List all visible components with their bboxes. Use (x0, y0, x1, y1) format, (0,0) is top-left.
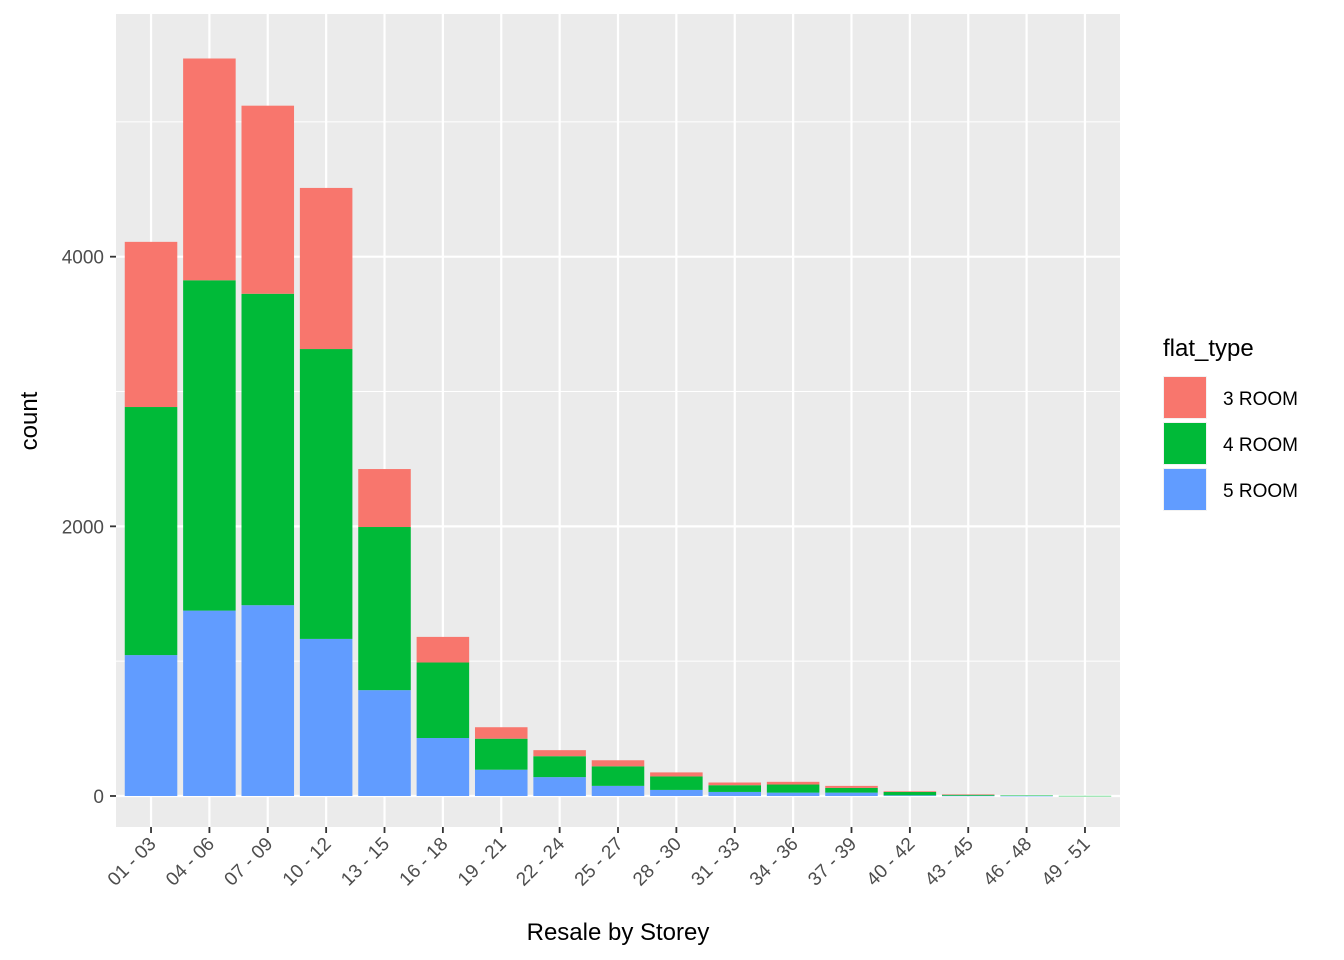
bar-4-room (533, 756, 586, 778)
bar-3-room (941, 794, 995, 795)
x-tick-label: 13 - 15 (337, 834, 394, 891)
bar-5-room (941, 795, 995, 797)
bar-5-room (1000, 795, 1053, 797)
bar-4-room (825, 787, 878, 793)
legend: flat_type 3 ROOM 4 ROOM 5 ROOM (1163, 335, 1298, 511)
y-tick-label: 2000 (62, 517, 104, 538)
x-tick-label: 34 - 36 (746, 834, 803, 891)
bar-4-room (183, 280, 236, 611)
bar-4-room (358, 527, 411, 691)
bar-4-room (941, 794, 995, 796)
x-tick-label: 28 - 30 (629, 834, 686, 891)
bar-5-room (883, 795, 937, 796)
bar-4-room (1058, 795, 1112, 797)
bar-3-room (591, 760, 645, 767)
bar-4-room (766, 784, 820, 793)
legend-swatch-5-room (1164, 469, 1206, 510)
x-tick-label: 49 - 51 (1038, 834, 1095, 891)
bar-4-room (416, 662, 470, 739)
x-tick-label: 07 - 09 (221, 834, 278, 891)
x-tick-label: 04 - 06 (162, 834, 219, 891)
bar-4-room (708, 785, 762, 792)
x-tick-label: 10 - 12 (279, 834, 336, 891)
bars (124, 58, 1112, 797)
legend-label-3-room: 3 ROOM (1223, 389, 1298, 410)
bar-4-room (650, 776, 703, 790)
x-tick-label: 01 - 03 (104, 834, 161, 891)
y-axis: 0 2000 4000 (62, 248, 116, 808)
bar-3-room (416, 636, 470, 663)
x-tick-label: 46 - 48 (979, 834, 1036, 891)
y-axis-title: count (16, 391, 43, 450)
legend-swatch-3-room (1164, 377, 1206, 418)
bar-5-room (708, 791, 762, 796)
bar-5-room (650, 789, 703, 796)
bar-3-room (241, 105, 295, 294)
x-tick-label: 25 - 27 (571, 834, 628, 891)
bar-3-room (358, 469, 411, 528)
x-tick-label: 16 - 18 (396, 834, 453, 891)
bar-3-room (650, 772, 703, 777)
bar-3-room (883, 791, 937, 792)
x-tick-label: 43 - 45 (921, 834, 978, 891)
x-axis: 01 - 03 04 - 06 07 - 09 10 - 12 13 - 15 16 - … (104, 827, 1095, 890)
x-tick-label: 31 - 33 (688, 834, 745, 891)
bar-4-room (474, 738, 528, 770)
bar-5-room (474, 769, 528, 796)
bar-3-room (533, 750, 586, 757)
legend-label-4-room: 4 ROOM (1223, 435, 1298, 456)
bar-5-room (825, 792, 878, 796)
x-tick-label: 22 - 24 (512, 833, 569, 890)
bar-5-room (358, 690, 411, 796)
bar-4-room (124, 407, 178, 656)
x-tick-label: 40 - 42 (863, 834, 920, 891)
bar-4-room (883, 791, 937, 796)
legend-swatch-4-room (1164, 423, 1206, 464)
bar-3-room (474, 727, 528, 739)
bar-4-room (591, 766, 645, 786)
legend-label-5-room: 5 ROOM (1223, 481, 1298, 502)
bar-4-room (299, 349, 353, 639)
bar-4-room (241, 293, 295, 606)
x-tick-label: 19 - 21 (454, 834, 511, 891)
bar-5-room (591, 785, 645, 796)
bar-5-room (533, 777, 586, 796)
bar-3-room (299, 187, 353, 350)
bar-5-room (299, 638, 353, 796)
x-tick-label: 37 - 39 (804, 834, 861, 891)
bar-3-room (124, 241, 178, 408)
legend-title: flat_type (1163, 335, 1254, 362)
bar-3-room (766, 781, 820, 785)
bar-3-room (708, 782, 762, 786)
bar-5-room (416, 738, 470, 796)
bar-3-room (183, 58, 236, 281)
bar-5-room (183, 610, 236, 796)
bar-4-room (1000, 795, 1053, 796)
bar-5-room (241, 605, 295, 796)
bar-5-room (124, 655, 178, 796)
bar-5-room (766, 792, 820, 796)
bar-3-room (825, 785, 878, 788)
y-tick-label: 0 (93, 787, 104, 808)
y-tick-label: 4000 (62, 248, 104, 269)
x-axis-title: Resale by Storey (527, 919, 710, 946)
